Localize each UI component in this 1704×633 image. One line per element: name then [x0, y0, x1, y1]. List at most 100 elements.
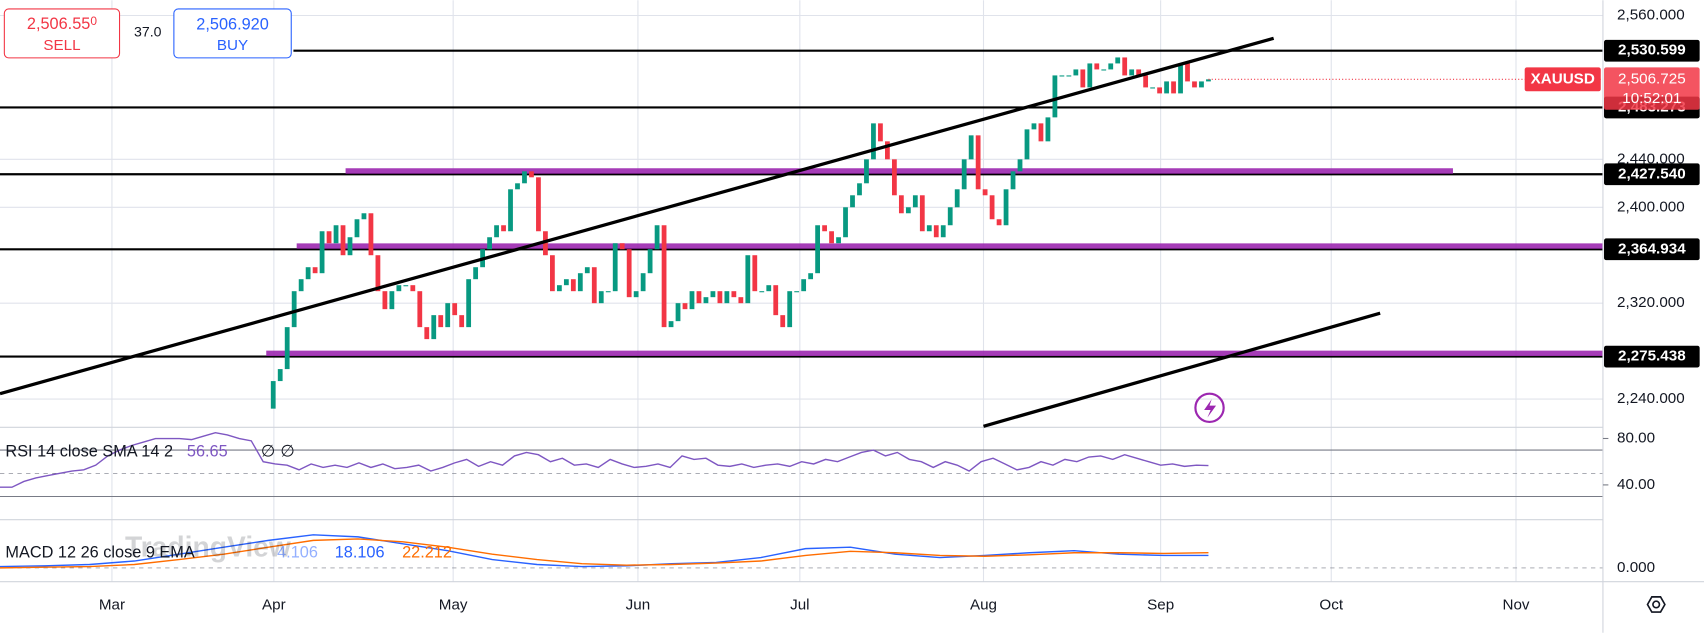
candle-body [333, 225, 339, 244]
candle-body [361, 213, 367, 220]
candle-body [1178, 63, 1183, 94]
candle-body [368, 213, 374, 256]
candle-body [403, 285, 409, 287]
candle-body [424, 327, 430, 340]
rsi-tick-label: 80.00 [1617, 430, 1655, 447]
alert-icon[interactable] [1194, 392, 1225, 423]
candle-body [556, 285, 562, 292]
candle-body [543, 231, 548, 256]
month-label: Aug [970, 597, 997, 614]
candle-body [550, 255, 555, 292]
signal-value: 22.212 [402, 544, 452, 562]
candle-body [989, 195, 995, 220]
candle-body [773, 285, 779, 316]
candle-body [438, 315, 444, 328]
candle-body [933, 225, 939, 238]
candle-body [354, 219, 360, 238]
candle-body [536, 177, 541, 232]
candle-body [808, 273, 814, 280]
candle-body [1115, 57, 1121, 64]
y-tick-label: 2,240.000 [1617, 390, 1685, 407]
month-label: Apr [262, 597, 286, 614]
candle-body [905, 207, 911, 214]
candle-body [738, 297, 744, 304]
candle-body [570, 279, 576, 292]
candle-body [494, 225, 499, 238]
settings-icon[interactable] [1646, 596, 1666, 613]
month-label: May [439, 597, 468, 614]
candle-body [284, 327, 290, 370]
candle-body [954, 189, 960, 208]
candle-body [961, 159, 967, 190]
sell-button[interactable] [3, 8, 121, 59]
candle-body [598, 291, 604, 304]
y-tick-label: 2,400.000 [1617, 198, 1685, 215]
rsi-extra: ∅ [261, 443, 275, 461]
candle-body [375, 255, 381, 292]
candle-body [661, 225, 667, 328]
candle-body [1017, 159, 1023, 172]
level-tag [1604, 238, 1700, 261]
candle-body [731, 291, 737, 298]
candle-body [1038, 123, 1044, 142]
candle-body [515, 183, 520, 190]
y-tick-label: 2,560.000 [1617, 6, 1685, 23]
signal-line [0, 538, 1209, 569]
candle-body [885, 141, 890, 160]
candle-body [864, 159, 869, 184]
candle-body [919, 195, 925, 232]
candle-body [487, 237, 492, 250]
level-tag-label: 2,530.599 [1618, 42, 1686, 59]
y-tick-label: 2,440.000 [1617, 150, 1685, 167]
candle-body [724, 291, 730, 304]
candle-body [626, 249, 632, 298]
candle-body [703, 297, 709, 304]
candle-body [619, 243, 625, 250]
candle-body [1206, 79, 1211, 82]
candle-body [968, 135, 974, 160]
month-label: Nov [1502, 597, 1529, 614]
candle-body [410, 285, 416, 292]
candle-body [1059, 75, 1065, 77]
candle-body [1045, 117, 1051, 142]
sell-label: SELL [43, 37, 80, 54]
candle-body [682, 303, 688, 310]
rsi-value: 56.65 [187, 443, 228, 461]
candle-body [647, 249, 653, 274]
candle-body [696, 291, 702, 304]
candle-body [591, 267, 597, 304]
candle-body [298, 279, 304, 292]
candle-body [689, 291, 695, 310]
candle-body [584, 267, 590, 274]
candle-body [452, 303, 458, 316]
candle-body [898, 195, 904, 214]
candle-body [668, 321, 674, 328]
candle-body [396, 285, 402, 292]
candle-body [1094, 63, 1100, 70]
candle-body [891, 159, 897, 196]
candle-body [1136, 69, 1142, 76]
candle-body [912, 195, 918, 208]
candle-body [1031, 123, 1037, 130]
candle-body [1003, 189, 1009, 226]
candle-body [1150, 87, 1156, 89]
candle-body [947, 207, 953, 226]
macd-value: 18.106 [335, 544, 385, 562]
candle-body [996, 219, 1002, 226]
candle-body [501, 225, 506, 232]
candle-body [445, 303, 451, 328]
candle-body [1122, 57, 1128, 76]
month-label: Sep [1147, 597, 1174, 614]
candle-body [605, 291, 611, 293]
price-axis: 2,560.000 2,440.000 2,400.000 2,320.000 2,24… [1524, 6, 1700, 576]
buy-button[interactable] [173, 8, 292, 59]
candle-body [822, 225, 827, 232]
candle-body [975, 135, 981, 190]
rsi-line [0, 431, 1209, 488]
candle-body [871, 123, 876, 160]
candle-body [417, 291, 423, 328]
candle-body [1143, 75, 1149, 88]
watermark: TradingView [125, 531, 292, 563]
candle-body [508, 189, 513, 232]
